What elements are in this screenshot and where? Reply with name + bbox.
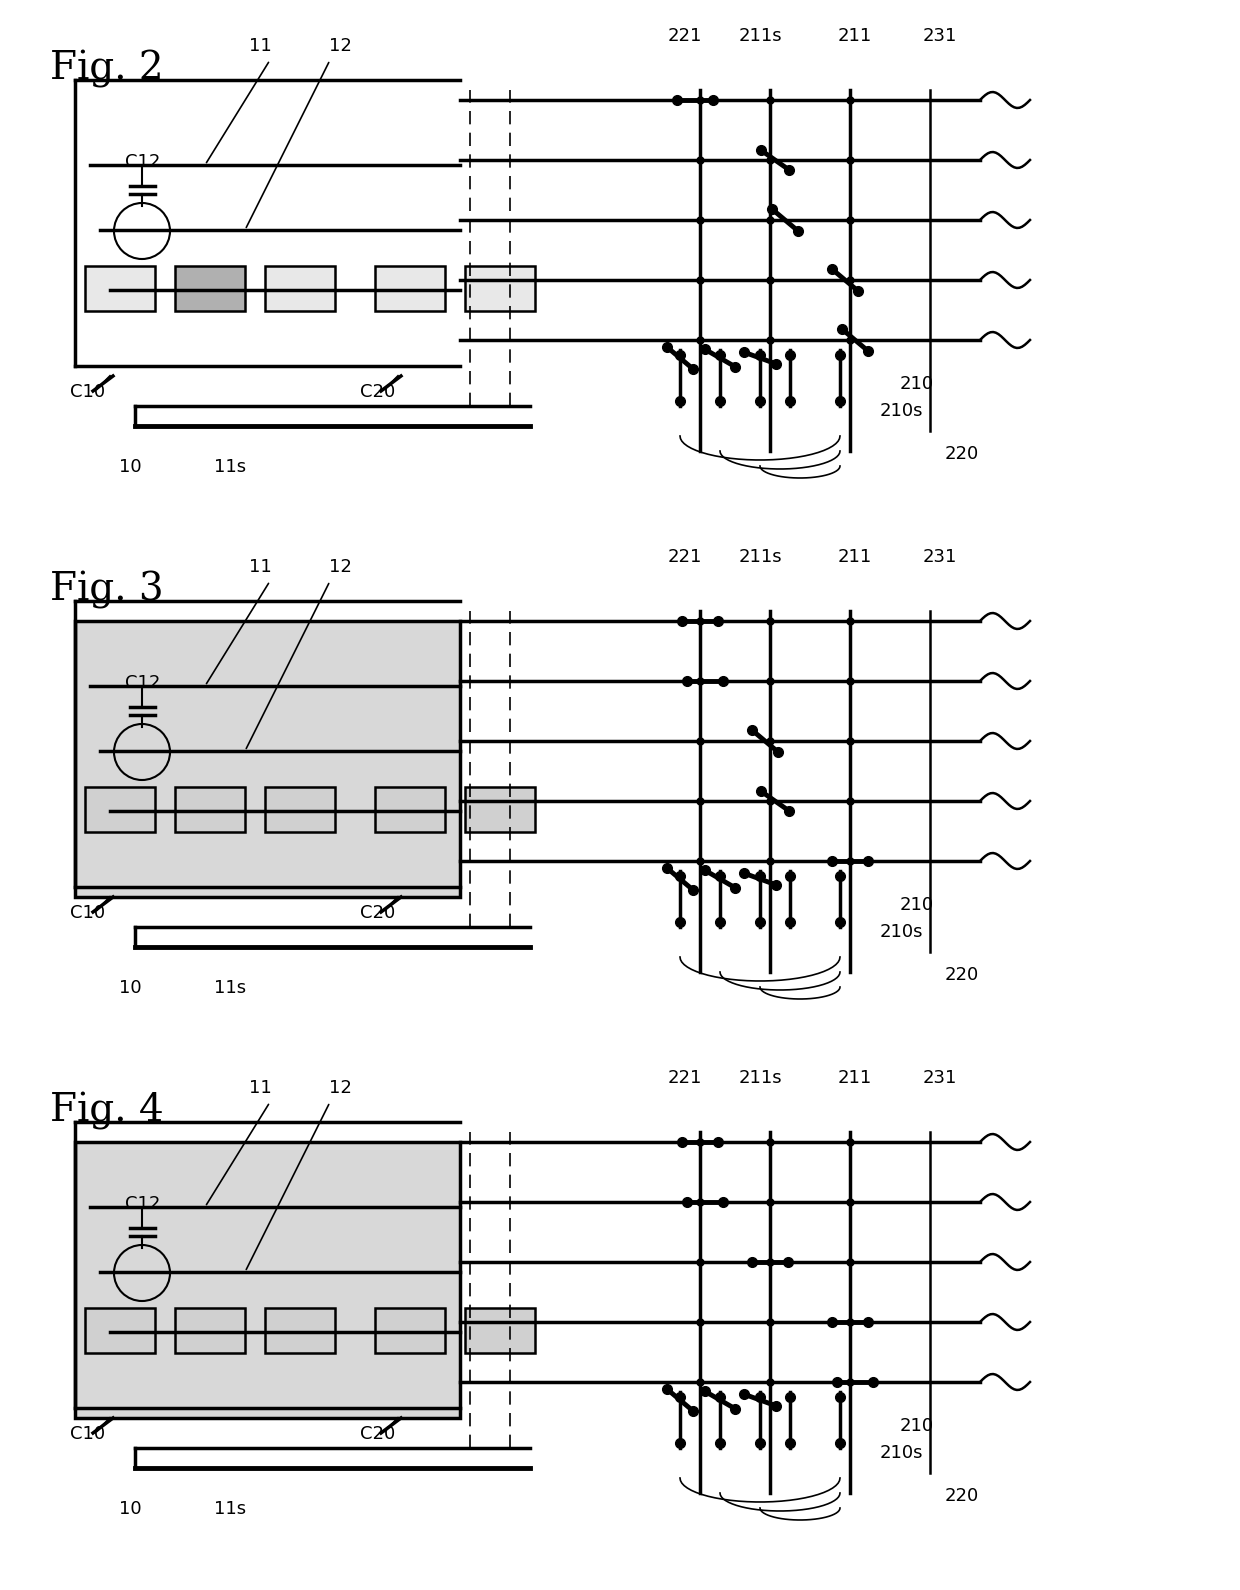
Text: 211s: 211s bbox=[738, 1068, 781, 1088]
Text: 231: 231 bbox=[923, 549, 957, 566]
Text: C10: C10 bbox=[69, 383, 105, 401]
Text: C10: C10 bbox=[69, 905, 105, 922]
Text: 210: 210 bbox=[900, 895, 934, 914]
Text: C20: C20 bbox=[360, 905, 396, 922]
Bar bbox=[265, 1309, 335, 1353]
Text: 11s: 11s bbox=[215, 458, 246, 475]
Bar bbox=[86, 1309, 155, 1353]
Bar bbox=[374, 266, 445, 312]
Text: 211: 211 bbox=[838, 1068, 872, 1088]
FancyBboxPatch shape bbox=[74, 1142, 460, 1418]
Bar bbox=[175, 1309, 246, 1353]
FancyBboxPatch shape bbox=[74, 622, 460, 897]
Text: 220: 220 bbox=[945, 445, 980, 463]
Text: 11: 11 bbox=[249, 558, 272, 576]
Text: 220: 220 bbox=[945, 967, 980, 984]
Bar bbox=[265, 787, 335, 832]
Text: 10: 10 bbox=[119, 1499, 141, 1518]
Text: 211: 211 bbox=[838, 27, 872, 45]
Text: 220: 220 bbox=[945, 1487, 980, 1506]
Bar bbox=[175, 266, 246, 312]
Text: 11s: 11s bbox=[215, 1499, 246, 1518]
Text: 211s: 211s bbox=[738, 549, 781, 566]
Text: 11: 11 bbox=[249, 1080, 272, 1097]
Text: 221: 221 bbox=[668, 27, 702, 45]
Text: 211: 211 bbox=[838, 549, 872, 566]
Bar bbox=[86, 266, 155, 312]
Text: C12: C12 bbox=[125, 674, 160, 692]
Text: C12: C12 bbox=[125, 1196, 160, 1213]
Bar bbox=[86, 787, 155, 832]
Text: 12: 12 bbox=[329, 1080, 351, 1097]
Text: 210: 210 bbox=[900, 375, 934, 393]
Text: 11: 11 bbox=[249, 37, 272, 56]
Bar bbox=[265, 266, 335, 312]
Text: 221: 221 bbox=[668, 549, 702, 566]
Bar bbox=[465, 266, 534, 312]
Text: 10: 10 bbox=[119, 458, 141, 475]
Text: C20: C20 bbox=[360, 383, 396, 401]
Text: Fig. 3: Fig. 3 bbox=[50, 571, 164, 609]
Text: C10: C10 bbox=[69, 1425, 105, 1444]
Text: 11s: 11s bbox=[215, 979, 246, 997]
Bar bbox=[465, 1309, 534, 1353]
Bar bbox=[374, 787, 445, 832]
Text: 10: 10 bbox=[119, 979, 141, 997]
Bar bbox=[175, 787, 246, 832]
Text: C20: C20 bbox=[360, 1425, 396, 1444]
Text: 210: 210 bbox=[900, 1417, 934, 1434]
Text: Fig. 4: Fig. 4 bbox=[50, 1092, 164, 1130]
Text: 210s: 210s bbox=[880, 924, 924, 941]
Text: 221: 221 bbox=[668, 1068, 702, 1088]
Text: 210s: 210s bbox=[880, 402, 924, 420]
Text: 231: 231 bbox=[923, 27, 957, 45]
Text: C12: C12 bbox=[125, 153, 160, 172]
Text: 231: 231 bbox=[923, 1068, 957, 1088]
Bar bbox=[465, 787, 534, 832]
Text: 210s: 210s bbox=[880, 1444, 924, 1461]
Text: Fig. 2: Fig. 2 bbox=[50, 49, 164, 87]
Text: 211s: 211s bbox=[738, 27, 781, 45]
Text: 12: 12 bbox=[329, 558, 351, 576]
Text: 12: 12 bbox=[329, 37, 351, 56]
Bar bbox=[374, 1309, 445, 1353]
